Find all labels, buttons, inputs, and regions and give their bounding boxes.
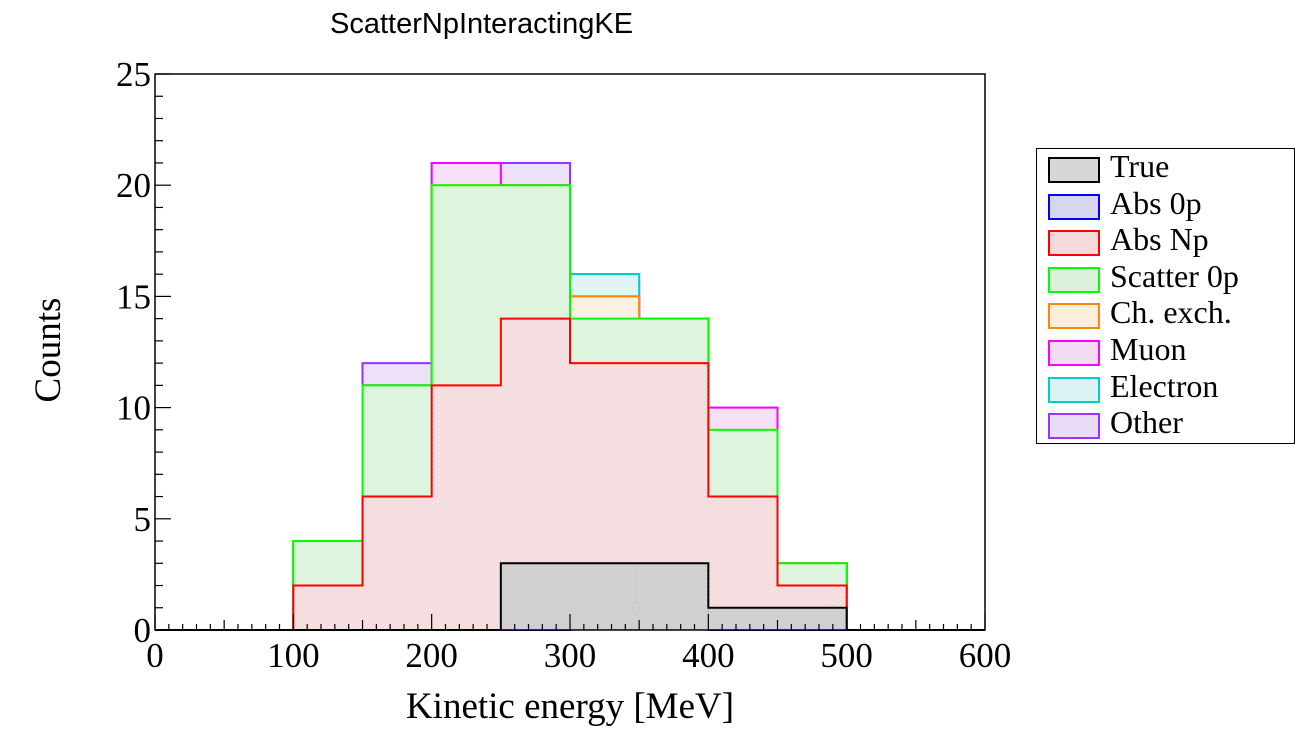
- y-tick-label: 5: [134, 500, 152, 539]
- bar-hatch-abs-np-bin-3: [362, 496, 432, 630]
- bar-hatch-abs-np-bin-4: [431, 385, 501, 630]
- legend-swatch-ch-exch: [1048, 303, 1100, 330]
- legend-swatch-true: [1048, 157, 1100, 183]
- legend-item-scatter-0p: Scatter 0p: [1045, 257, 1290, 297]
- x-tick-label: 100: [267, 636, 320, 675]
- x-tick-label: 0: [146, 636, 164, 675]
- legend-swatch-electron: [1048, 376, 1100, 403]
- legend-swatch-muon: [1048, 340, 1100, 366]
- legend-swatch-other: [1048, 413, 1100, 440]
- legend-label-abs-np: Abs Np: [1110, 221, 1209, 258]
- legend-swatch-abs-np: [1048, 230, 1100, 257]
- legend-label-other: Other: [1110, 404, 1183, 441]
- legend: True Abs 0p Abs Np Scatter 0p Ch. exch. Muon E…: [1036, 148, 1295, 444]
- legend-label-ch-exch: Ch. exch.: [1110, 294, 1232, 331]
- series-outline-scatter-0p: [155, 184, 985, 631]
- series-outline-abs-np: [155, 317, 985, 631]
- legend-item-ch-exch: Ch. exch.: [1045, 294, 1290, 333]
- chart-title: ScatterNpInteractingKE: [330, 8, 634, 40]
- x-tick-label: 600: [959, 636, 1012, 675]
- y-tick-label: 0: [134, 611, 152, 650]
- x-tick-label: 500: [820, 636, 873, 675]
- legend-label-true: True: [1110, 148, 1170, 184]
- bar-hatch-abs-np-bin-2: [293, 585, 363, 630]
- y-tick-label: 10: [116, 389, 151, 428]
- legend-swatch-abs-0p: [1048, 193, 1100, 220]
- legend-label-muon: Muon: [1110, 331, 1187, 367]
- bar-true-bin-6: [570, 563, 640, 630]
- bar-true-bin-7: [639, 563, 709, 630]
- y-tick-label: 25: [116, 55, 151, 94]
- bar-true-bin-8: [708, 607, 778, 630]
- legend-item-electron: Electron: [1045, 367, 1290, 407]
- legend-item-other: Other: [1045, 404, 1290, 443]
- y-tick-label: 20: [116, 166, 151, 205]
- legend-label-scatter-0p: Scatter 0p: [1110, 257, 1239, 294]
- y-tick-label: 15: [116, 277, 151, 316]
- legend-item-abs-np: Abs Np: [1045, 221, 1290, 260]
- legend-item-abs-0p: Abs 0p: [1045, 184, 1290, 224]
- x-tick-label: 400: [682, 636, 735, 675]
- x-tick-label: 200: [405, 636, 458, 675]
- legend-label-electron: Electron: [1110, 367, 1219, 404]
- y-axis-label: Counts: [28, 298, 69, 403]
- legend-item-true: True: [1045, 148, 1290, 187]
- legend-swatch-scatter-0p: [1048, 266, 1100, 293]
- x-tick-label: 300: [544, 636, 597, 675]
- legend-label-abs-0p: Abs 0p: [1110, 184, 1202, 221]
- bar-true-bin-5: [500, 563, 570, 630]
- bar-true-bin-9: [777, 607, 847, 630]
- legend-item-muon: Muon: [1045, 331, 1290, 370]
- x-axis-label: Kinetic energy [MeV]: [406, 686, 734, 727]
